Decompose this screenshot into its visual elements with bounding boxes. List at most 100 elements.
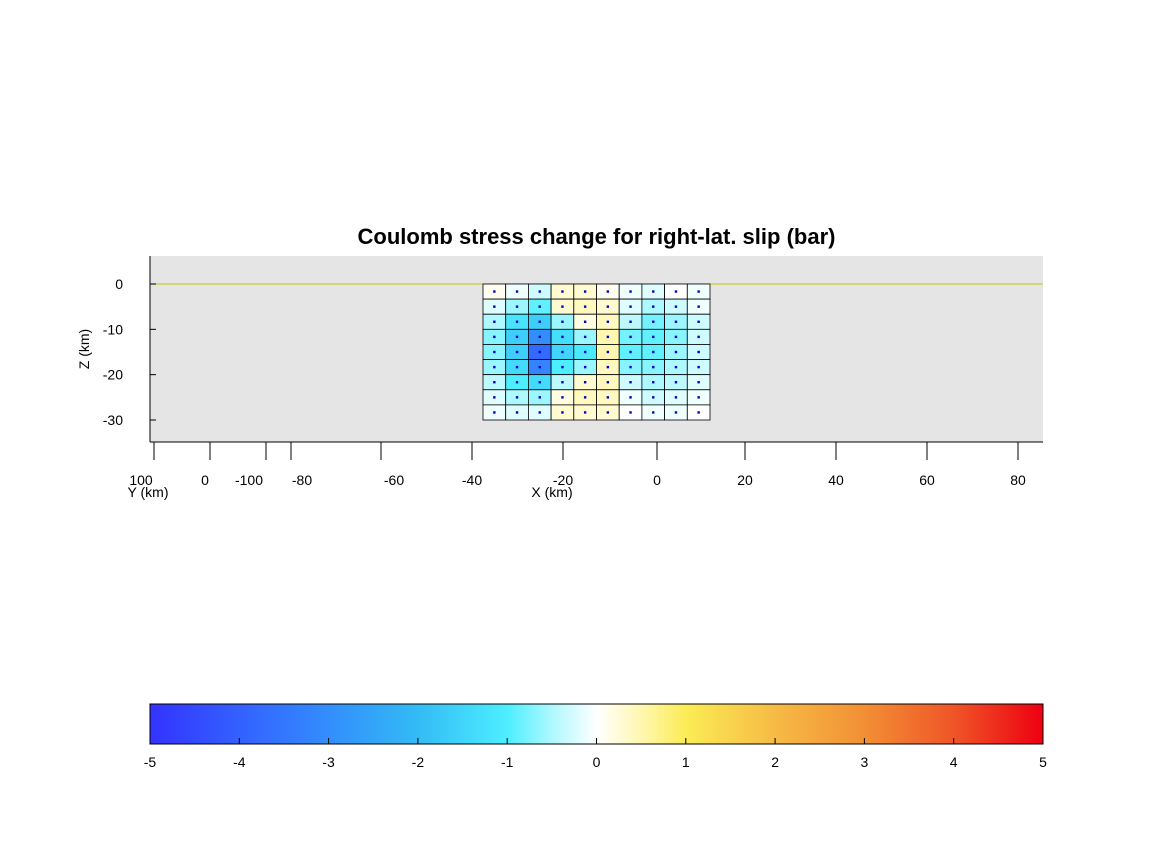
slip-marker [538,350,541,354]
slip-marker [674,381,678,384]
colorbar-tick-label: -3 [322,754,335,770]
slip-marker [629,335,632,339]
slip-marker [652,320,655,323]
slip-marker [515,411,519,414]
slip-marker [697,290,700,293]
y-tick-label: 100 [129,472,153,488]
colorbar-tick-label: -2 [412,754,425,770]
slip-marker [561,335,564,339]
colorbar-tick-label: 5 [1039,754,1047,770]
slip-marker [538,411,541,414]
slip-marker [561,365,564,369]
z-tick-label: 0 [115,276,123,292]
slip-marker [538,381,541,384]
slip-marker [674,411,678,414]
slip-marker [538,396,541,399]
slip-marker [583,350,587,354]
colorbar-tick-label: 1 [682,754,690,770]
slip-marker [606,350,610,354]
slip-marker [652,365,655,369]
slip-marker [493,411,496,414]
slip-marker [674,365,678,369]
colorbar-gradient [149,703,1044,745]
y-tick-label: -80 [292,472,312,488]
slip-marker [583,396,587,399]
slip-marker [583,365,587,369]
colorbar-tick-label: 2 [771,754,779,770]
slip-marker [674,290,678,293]
colorbar-tick-label: 0 [593,754,601,770]
slip-marker [493,381,496,384]
x-tick-label: 40 [828,472,844,488]
slip-marker [515,320,519,323]
slip-marker [652,305,655,308]
slip-marker [629,381,632,384]
y-tick-label: 0 [201,472,209,488]
slip-marker [652,411,655,414]
slip-marker [697,411,700,414]
x-tick-label: 20 [737,472,753,488]
slip-marker [652,381,655,384]
slip-marker [538,320,541,323]
slip-marker [561,305,564,308]
colorbar-tick-label: -5 [144,754,157,770]
slip-marker [674,335,678,339]
chart-title: Coulomb stress change for right-lat. sli… [357,224,836,249]
slip-marker [652,290,655,293]
colorbar-tick-label: -1 [501,754,514,770]
slip-marker [493,320,496,323]
slip-marker [652,396,655,399]
z-tick-label: -30 [103,412,123,428]
z-tick-label: -20 [103,367,123,383]
slip-marker [629,396,632,399]
x-tick-label: 0 [653,472,661,488]
slip-marker [493,290,496,293]
slip-marker [697,396,700,399]
slip-marker [606,305,610,308]
x-tick-label: 60 [919,472,935,488]
slip-marker [629,320,632,323]
slip-marker [561,350,564,354]
slip-marker [652,350,655,354]
slip-marker [561,381,564,384]
slip-marker [697,305,700,308]
slip-marker [515,305,519,308]
colorbar-tick-label: 3 [861,754,869,770]
slip-marker [606,290,610,293]
slip-marker [515,350,519,354]
slip-marker [493,396,496,399]
slip-marker [606,320,610,323]
slip-marker [583,290,587,293]
slip-marker [583,305,587,308]
slip-marker [697,381,700,384]
slip-marker [674,320,678,323]
slip-marker [493,350,496,354]
slip-marker [538,365,541,369]
x-tick-label: 80 [1010,472,1026,488]
slip-marker [538,290,541,293]
slip-marker [697,350,700,354]
slip-marker [652,335,655,339]
slip-marker [493,335,496,339]
slip-marker [493,305,496,308]
slip-marker [697,335,700,339]
slip-marker [606,365,610,369]
slip-marker [583,411,587,414]
slip-marker [561,320,564,323]
slip-marker [561,411,564,414]
slip-marker [561,396,564,399]
slip-marker [629,305,632,308]
slip-marker [606,396,610,399]
x-tick-label: -40 [462,472,482,488]
slip-marker [629,411,632,414]
slip-marker [674,350,678,354]
y-tick-label: -100 [235,472,263,488]
slip-marker [538,305,541,308]
slip-marker [606,381,610,384]
slip-marker [515,381,519,384]
z-axis-label: Z (km) [76,329,92,369]
y-tick-label: -60 [384,472,404,488]
slip-marker [561,290,564,293]
x-axis-label: X (km) [531,484,572,500]
